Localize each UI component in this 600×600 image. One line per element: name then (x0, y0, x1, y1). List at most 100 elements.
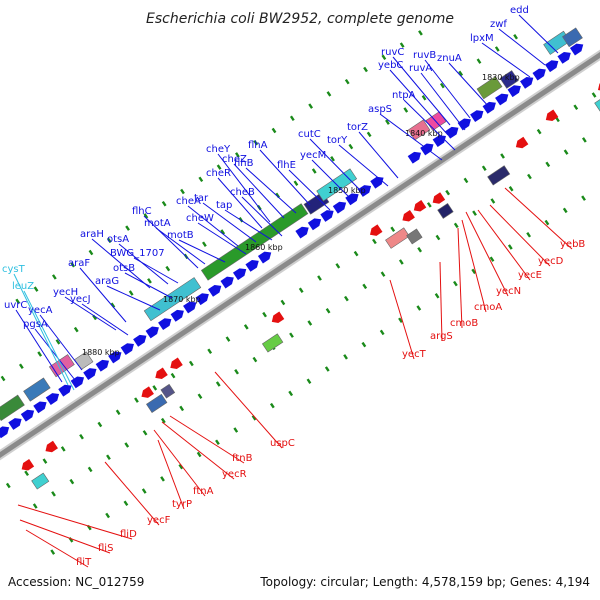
tick-mark (207, 348, 213, 355)
forward-gene-arrow (45, 393, 60, 405)
tick-mark (366, 131, 372, 138)
reverse-gene-arrow (45, 440, 58, 453)
label-leader-line (518, 14, 559, 54)
label-leader-line (25, 529, 89, 568)
tick-mark (471, 268, 477, 275)
reverse-gene-block (406, 228, 423, 245)
tick-mark (439, 82, 445, 89)
kbp-marker: 1840 kbp (405, 129, 443, 138)
label-leader-line (389, 69, 449, 136)
gene-label: yecF (147, 515, 171, 526)
label-leader-line (161, 421, 235, 480)
tick-mark (381, 54, 387, 61)
tick-mark (33, 286, 39, 292)
tick-mark (324, 366, 330, 372)
tick-mark (372, 238, 377, 245)
reverse-gene-arrow (271, 311, 285, 323)
tick-mark (445, 189, 451, 196)
reverse-gene-block (385, 227, 410, 249)
label-leader-line (19, 519, 111, 554)
tick-mark (115, 409, 121, 416)
label-leader-line (153, 429, 206, 497)
tick-mark (513, 34, 518, 40)
tick-mark (348, 143, 354, 150)
tick-mark (526, 232, 532, 238)
gene-label: cheY (206, 144, 231, 155)
label-leader-line (104, 461, 160, 526)
tick-mark (417, 247, 423, 253)
label-leader-line (224, 209, 273, 241)
gene-label: tap (216, 200, 232, 211)
label-leader-line (392, 56, 451, 126)
forward-gene-arrow (495, 93, 509, 106)
tick-mark (385, 119, 390, 125)
gene-label: cutC (298, 129, 321, 140)
gene-label: motA (144, 218, 171, 229)
tick-mark (453, 280, 458, 287)
tick-mark (170, 372, 176, 379)
tick-mark (326, 91, 332, 97)
tick-mark (147, 278, 152, 284)
tick-mark (288, 390, 294, 397)
gene-label: torZ (347, 122, 368, 133)
gene-label: motB (167, 230, 194, 241)
label-leader-line (403, 99, 456, 151)
tick-mark (494, 46, 500, 52)
tick-mark (180, 188, 185, 195)
gene-labels: eddzwflpxMruvCyebCruvBruvAznuAntpAaspSto… (2, 5, 585, 568)
reverse-gene-block (437, 203, 454, 219)
gene-label: cheW (186, 213, 214, 224)
tick-mark (178, 463, 184, 470)
reverse-gene-arrow (170, 357, 183, 369)
forward-gene-arrow (507, 85, 521, 98)
tick-mark (269, 402, 275, 409)
forward-gene-arrow (370, 176, 384, 189)
tick-mark (262, 311, 267, 318)
tick-mark (399, 42, 405, 48)
tick-mark (398, 259, 404, 265)
tick-mark (280, 299, 286, 306)
forward-gene-arrow (8, 418, 22, 430)
gene-label: znuA (437, 53, 462, 64)
gene-label: aspS (368, 104, 392, 115)
gene-label: araG (95, 276, 119, 287)
gene-label: cheA (176, 196, 201, 207)
forward-gene-block (200, 203, 309, 281)
tick-mark (243, 324, 249, 330)
label-leader-line (155, 227, 206, 265)
gene-label: yecN (496, 286, 521, 297)
forward-gene-arrow (58, 384, 72, 397)
kbp-marker: 1860 kbp (245, 243, 283, 252)
forward-gene-arrow (120, 343, 134, 356)
forward-gene-block (0, 394, 25, 422)
label-leader-line (106, 285, 161, 311)
label-leader-line (15, 309, 63, 383)
kbp-marker: 1850 kbp (328, 186, 366, 195)
map-title: Escherichia coli BW2952, complete genome (146, 11, 454, 27)
label-leader-line (118, 243, 169, 285)
gene-label: ftnB (232, 453, 253, 464)
label-leader-line (64, 296, 117, 331)
forward-gene-arrow (133, 334, 147, 347)
tick-mark (50, 549, 56, 555)
tick-mark (275, 192, 281, 199)
tick-mark (289, 332, 294, 338)
forward-gene-arrow (108, 351, 122, 364)
tick-mark (128, 290, 134, 296)
gene-label: uspC (270, 438, 295, 449)
label-leader-line (143, 215, 199, 269)
tick-mark (92, 314, 97, 321)
label-leader-line (420, 72, 466, 131)
tick-mark (18, 363, 24, 369)
gene-label: yebC (378, 60, 403, 71)
kbp-marker: 1870 kbp (163, 295, 201, 304)
label-leader-line (389, 279, 415, 360)
gene-label: cmoB (450, 318, 478, 329)
forward-gene-arrow (445, 126, 459, 139)
tick-mark (335, 263, 341, 269)
gene-label: yecE (518, 270, 542, 281)
tick-mark (500, 153, 505, 159)
tick-mark (51, 491, 56, 497)
gene-label: BWG_1707 (110, 248, 165, 259)
forward-gene-block (143, 277, 202, 322)
